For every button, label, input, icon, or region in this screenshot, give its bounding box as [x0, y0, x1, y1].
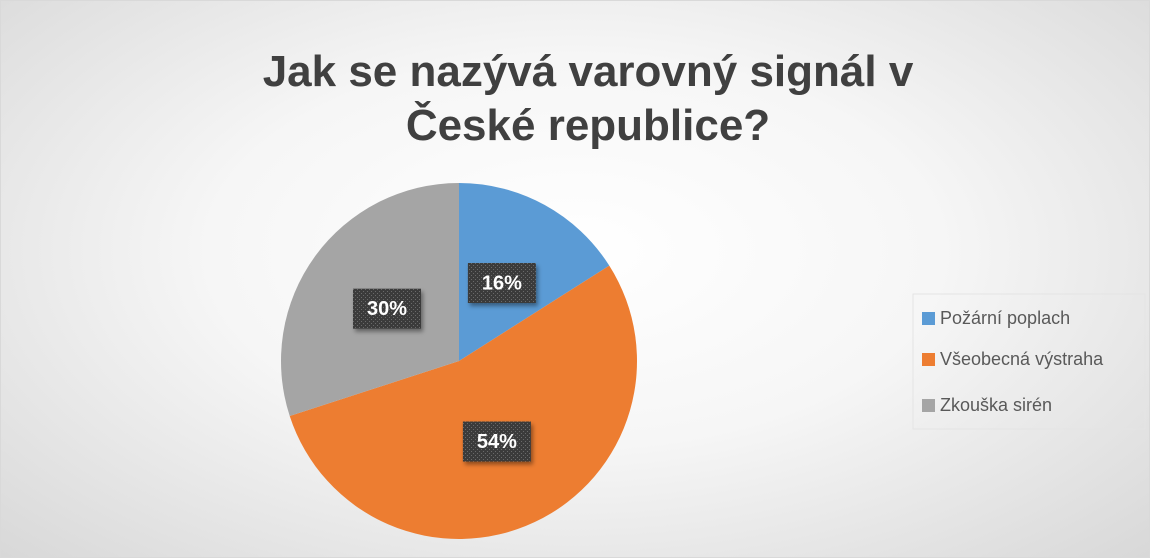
data-label-box [462, 421, 531, 462]
legend-box [912, 293, 1146, 430]
legend-swatch [922, 399, 935, 412]
legend-swatch [922, 353, 935, 366]
chart-title: Jak se nazývá varovný signál v České rep… [262, 47, 914, 150]
data-label: 54% [477, 431, 517, 453]
pie-slice [289, 265, 637, 540]
legend-swatch [922, 312, 935, 325]
data-label: 16% [482, 272, 522, 294]
data-label-box [467, 263, 536, 304]
data-label-box [352, 288, 421, 329]
data-label: 30% [367, 298, 407, 320]
legend-label: Požární poplach [940, 308, 1070, 328]
legend-label: Zkouška sirén [940, 395, 1052, 415]
legend-label: Všeobecná výstraha [940, 349, 1104, 369]
